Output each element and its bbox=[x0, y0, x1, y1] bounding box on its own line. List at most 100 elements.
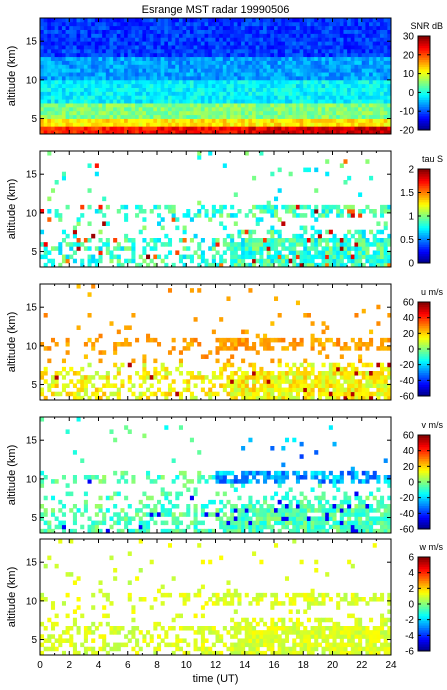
heatmap-cell bbox=[372, 18, 377, 23]
heatmap-cell bbox=[167, 60, 173, 65]
heatmap-cell bbox=[347, 106, 352, 112]
heatmap-cell bbox=[146, 130, 151, 135]
heatmap-cell bbox=[248, 288, 253, 293]
heatmap-cell bbox=[314, 48, 319, 54]
heatmap-cell bbox=[306, 204, 311, 210]
heatmap-cell bbox=[142, 99, 147, 104]
heatmap-cell bbox=[146, 242, 151, 247]
heatmap-cell bbox=[222, 470, 227, 476]
heatmap-cell bbox=[69, 99, 74, 104]
heatmap-cell bbox=[295, 254, 300, 260]
heatmap-cell bbox=[376, 76, 381, 81]
heatmap-cell bbox=[189, 337, 194, 343]
heatmap-cell bbox=[138, 103, 143, 108]
heatmap-cell bbox=[310, 262, 315, 268]
heatmap-cell bbox=[369, 87, 374, 92]
heatmap-cell bbox=[270, 242, 275, 247]
colorbar-swatch bbox=[418, 178, 430, 182]
heatmap-cell bbox=[54, 479, 59, 484]
heatmap-cell bbox=[105, 250, 110, 255]
heatmap-cell bbox=[233, 475, 238, 480]
heatmap-cell bbox=[80, 83, 85, 88]
heatmap-cell bbox=[244, 52, 249, 58]
heatmap-cell bbox=[376, 87, 381, 92]
heatmap-cell bbox=[343, 37, 348, 42]
heatmap-cell bbox=[98, 238, 103, 243]
colorbar-tick-label: 30 bbox=[403, 32, 415, 43]
heatmap-cell bbox=[248, 18, 253, 23]
heatmap-cell bbox=[189, 495, 194, 501]
heatmap-cell bbox=[204, 60, 209, 65]
colorbar-swatch bbox=[418, 104, 430, 107]
heatmap-cell bbox=[303, 262, 308, 268]
heatmap-cell bbox=[277, 118, 282, 123]
heatmap-cell bbox=[149, 18, 154, 23]
heatmap-cell bbox=[120, 122, 125, 127]
heatmap-cell bbox=[138, 209, 143, 214]
heatmap-cell bbox=[263, 21, 268, 27]
heatmap-cell bbox=[358, 118, 363, 123]
heatmap-cell bbox=[124, 258, 129, 264]
heatmap-cell bbox=[94, 21, 99, 27]
heatmap-cell bbox=[321, 99, 326, 104]
heatmap-cell bbox=[76, 122, 81, 127]
heatmap-cell bbox=[233, 33, 238, 38]
heatmap-cell bbox=[175, 83, 180, 88]
heatmap-cell bbox=[233, 254, 238, 260]
heatmap-cell bbox=[310, 333, 315, 339]
heatmap-cell bbox=[98, 64, 103, 69]
heatmap-cell bbox=[347, 130, 352, 135]
heatmap-cell bbox=[336, 246, 341, 251]
heatmap-cell bbox=[65, 254, 70, 260]
heatmap-cell bbox=[252, 52, 257, 58]
heatmap-cell bbox=[288, 383, 293, 388]
heatmap-cell bbox=[47, 56, 52, 61]
heatmap-cell bbox=[314, 60, 319, 65]
heatmap-cell bbox=[182, 72, 187, 77]
heatmap-cell bbox=[241, 91, 246, 96]
heatmap-cell bbox=[131, 313, 136, 318]
heatmap-cell bbox=[317, 106, 322, 112]
heatmap-cell bbox=[135, 103, 140, 108]
heatmap-cell bbox=[87, 79, 92, 85]
heatmap-cell bbox=[281, 79, 286, 85]
heatmap-cell bbox=[369, 362, 374, 368]
heatmap-cell bbox=[193, 25, 198, 30]
heatmap-cell bbox=[120, 110, 125, 116]
heatmap-cell bbox=[109, 83, 114, 88]
heatmap-cell bbox=[116, 387, 121, 393]
heatmap-cell bbox=[58, 60, 63, 65]
heatmap-cell bbox=[178, 72, 183, 77]
heatmap-cell bbox=[83, 48, 88, 54]
heatmap-cell bbox=[317, 91, 322, 96]
heatmap-cell bbox=[116, 130, 121, 135]
heatmap-cell bbox=[83, 76, 88, 81]
heatmap-cell bbox=[255, 371, 260, 376]
heatmap-cell bbox=[102, 52, 107, 58]
heatmap-cell bbox=[167, 242, 173, 247]
heatmap-cell bbox=[98, 229, 103, 235]
heatmap-cell bbox=[332, 242, 337, 247]
heatmap-cell bbox=[259, 508, 264, 513]
heatmap-cell bbox=[270, 118, 275, 123]
heatmap-cell bbox=[336, 91, 341, 96]
colorbar-swatch bbox=[418, 227, 430, 231]
heatmap-cell bbox=[361, 64, 366, 69]
heatmap-cell bbox=[175, 391, 180, 397]
heatmap-cell bbox=[124, 342, 129, 347]
heatmap-cell bbox=[215, 21, 220, 27]
heatmap-cell bbox=[372, 52, 377, 58]
heatmap-cell bbox=[292, 246, 297, 251]
heatmap-cell bbox=[230, 72, 235, 77]
heatmap-cell bbox=[369, 258, 374, 264]
heatmap-cell bbox=[61, 99, 66, 104]
heatmap-cell bbox=[332, 25, 337, 30]
heatmap-cell bbox=[120, 103, 125, 108]
heatmap-cell bbox=[237, 383, 242, 388]
heatmap-cell bbox=[380, 130, 385, 135]
heatmap-cell bbox=[295, 250, 300, 255]
heatmap-cell bbox=[204, 18, 209, 23]
heatmap-cell bbox=[157, 99, 162, 104]
heatmap-cell bbox=[365, 106, 370, 112]
heatmap-cell bbox=[211, 499, 216, 505]
